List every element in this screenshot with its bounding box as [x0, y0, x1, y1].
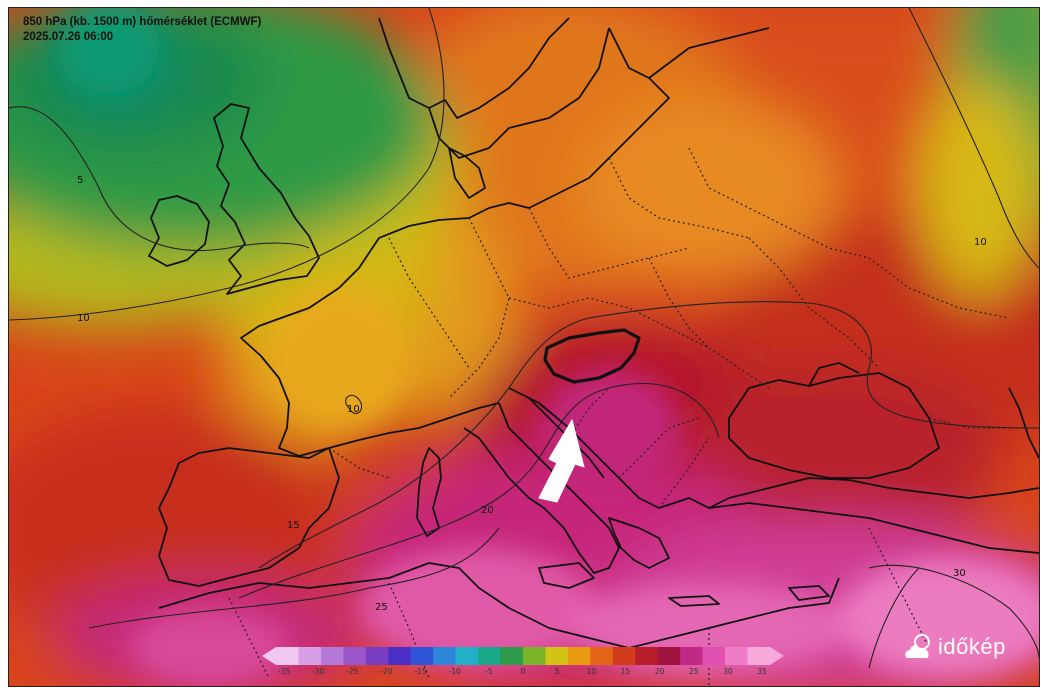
- contour-label: 5: [77, 175, 83, 186]
- colorbar-tick-label: 30: [723, 667, 733, 676]
- title-line-2: 2025.07.26 06:00: [23, 31, 114, 43]
- contour-label: 30: [953, 568, 966, 579]
- colorbar-tick-label: 35: [757, 667, 767, 676]
- colorbar-tick-label: -20: [380, 667, 392, 676]
- colorbar-swatch: [365, 647, 389, 665]
- colorbar-tick-label: 20: [655, 667, 665, 676]
- contour-labels: 5 10 10 10 15 20 25 30: [77, 175, 987, 613]
- colorbar-tick-label: -30: [312, 667, 324, 676]
- coastlines: [148, 17, 1039, 649]
- contour-label: 20: [481, 505, 494, 516]
- title-line-1: 850 hPa (kb. 1500 m) hőmérséklet (ECMWF): [23, 16, 262, 28]
- logo-text: időkép: [938, 634, 1006, 659]
- colorbar-swatch: [388, 647, 412, 665]
- colorbar-swatch: [410, 647, 434, 665]
- colorbar-swatch: [455, 647, 479, 665]
- colorbar-swatch: [500, 647, 524, 665]
- map-title: 850 hPa (kb. 1500 m) hőmérséklet (ECMWF)…: [19, 14, 266, 46]
- colorbar-swatch: [702, 647, 726, 665]
- colorbar-left-cap: [262, 647, 276, 665]
- contour-label: 10: [347, 404, 360, 415]
- colorbar-swatch: [657, 647, 681, 665]
- colorbar-swatch: [478, 647, 502, 665]
- colorbar-swatch: [725, 647, 749, 665]
- colorbar-swatch: [276, 647, 300, 665]
- colorbar-tick-label: 25: [689, 667, 699, 676]
- colorbar-swatch: [545, 647, 569, 665]
- cloud-sun-icon: [905, 634, 930, 658]
- colorbar-tick-label: -15: [414, 667, 426, 676]
- colorbar-swatch: [523, 647, 547, 665]
- contour-label: 10: [974, 237, 987, 248]
- temperature-colorbar: -35 -30 -25 -20 -15 -10 -5 0 5 10 15 20 25 30 35: [262, 647, 784, 676]
- temperature-field: [9, 8, 1039, 686]
- colorbar-swatch: [433, 647, 457, 665]
- country-borders: [228, 147, 1010, 686]
- colorbar-tick-label: -10: [449, 667, 461, 676]
- colorbar-right-cap: [770, 647, 784, 665]
- colorbar-tick-label: -35: [278, 667, 290, 676]
- colorbar-swatch: [590, 647, 614, 665]
- colorbar-tick-label: 10: [587, 667, 597, 676]
- colorbar-swatch: [612, 647, 636, 665]
- colorbar-tick-label: -25: [346, 667, 358, 676]
- colorbar-tick-label: 15: [621, 667, 631, 676]
- colorbar-swatch: [567, 647, 591, 665]
- idokep-logo: időkép: [904, 632, 1014, 666]
- temperature-map: 5 10 10 10 15 20 25 30: [9, 8, 1039, 686]
- colorbar-tick-label: -5: [485, 667, 493, 676]
- colorbar-tick-label: 5: [555, 667, 560, 676]
- colorbar-tick-label: 0: [521, 667, 526, 676]
- colorbar-swatch: [747, 647, 771, 665]
- colorbar-swatch: [320, 647, 344, 665]
- contour-label: 15: [287, 520, 300, 531]
- isotherms: [9, 8, 1039, 669]
- colorbar-swatch: [680, 647, 704, 665]
- contour-label: 25: [375, 602, 388, 613]
- map-frame: 5 10 10 10 15 20 25 30 850 hPa (kb. 1500…: [8, 7, 1040, 687]
- white-arrow-icon: [538, 418, 585, 503]
- contour-label: 10: [77, 313, 90, 324]
- colorbar-swatch: [343, 647, 367, 665]
- colorbar-swatch: [298, 647, 322, 665]
- hungary-outline: [543, 328, 641, 384]
- colorbar-swatch: [635, 647, 659, 665]
